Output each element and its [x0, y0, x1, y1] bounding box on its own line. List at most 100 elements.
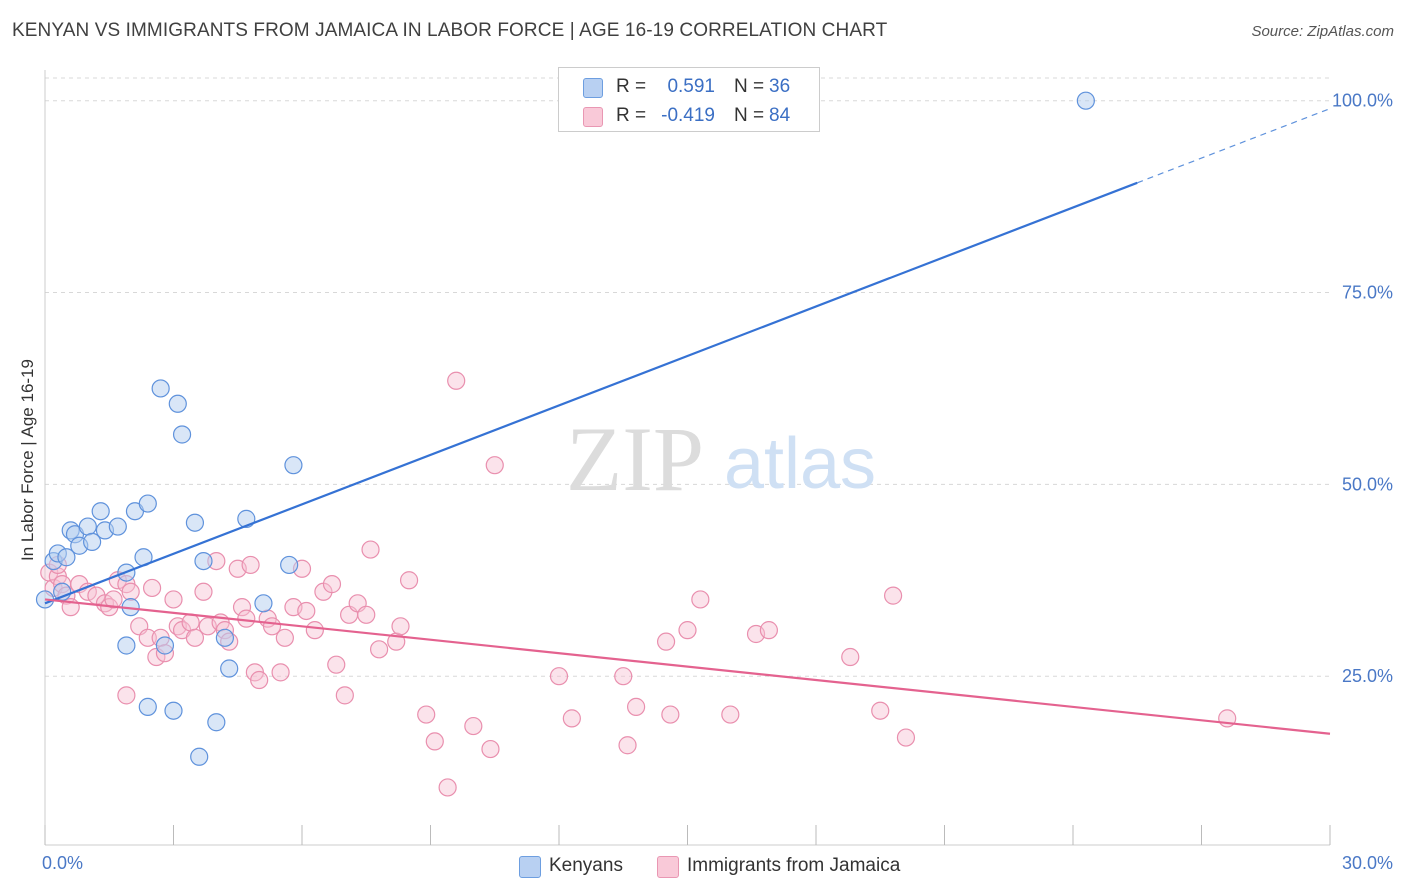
jamaica-point — [618, 736, 637, 755]
kenyans-point — [215, 628, 234, 647]
jamaica-point — [391, 617, 410, 636]
y-tick-label: 50.0% — [1342, 474, 1393, 494]
jamaica-point — [327, 655, 346, 674]
legend-swatch-jamaica — [583, 107, 603, 127]
jamaica-point — [425, 732, 444, 751]
kenyans-point — [138, 494, 157, 513]
jamaica-point — [464, 716, 483, 736]
jamaica-point — [759, 621, 778, 640]
y-tick-label: 25.0% — [1342, 666, 1393, 686]
kenyans-point — [254, 594, 273, 613]
jamaica-point — [871, 701, 890, 720]
watermark: ZIP atlas — [566, 408, 876, 510]
jamaica-point — [626, 697, 646, 716]
jamaica-point — [485, 456, 504, 475]
legend-n-label: N = — [734, 105, 765, 126]
kenyans-point — [108, 517, 127, 536]
jamaica-trend-line — [44, 598, 1331, 735]
jamaica-point — [297, 601, 316, 621]
jamaica-point — [481, 739, 500, 759]
jamaica-point — [417, 705, 436, 724]
kenyans-point — [83, 532, 102, 552]
jamaica-point — [164, 590, 183, 609]
jamaica-point — [117, 686, 136, 705]
jamaica-point — [447, 371, 466, 390]
kenyans-point — [155, 636, 175, 655]
kenyans-point — [57, 548, 76, 567]
chart-title: KENYAN VS IMMIGRANTS FROM JAMAICA IN LAB… — [12, 20, 888, 41]
kenyans-point — [220, 659, 239, 678]
legend-n-value: 84 — [769, 105, 791, 126]
legend-r-label: R = — [616, 76, 647, 97]
jamaica-point — [841, 647, 860, 667]
jamaica-point — [883, 586, 903, 605]
source-label: Source: ZipAtlas.com — [1251, 23, 1394, 40]
jamaica-point — [241, 555, 260, 575]
kenyans-point — [168, 394, 187, 413]
jamaica-point — [438, 778, 457, 797]
kenyans-point — [194, 551, 213, 571]
kenyans-point — [172, 425, 192, 444]
jamaica-point — [121, 582, 140, 601]
kenyans-point — [207, 713, 226, 732]
series-legend: Kenyans Immigrants from Jamaica — [0, 851, 1406, 881]
jamaica-point — [232, 598, 252, 617]
kenyans-point — [190, 747, 209, 766]
jamaica-point — [357, 605, 376, 624]
jamaica-point — [275, 628, 294, 647]
legend-r-value: 0.591 — [667, 76, 715, 97]
x-tick-label: 30.0% — [1342, 853, 1393, 873]
jamaica-point — [322, 575, 342, 594]
correlation-legend: R = 0.591 N = 36 R = -0.419 N = 84 — [558, 67, 820, 132]
legend-label-jamaica: Immigrants from Jamaica — [687, 855, 901, 876]
jamaica-point — [549, 667, 569, 686]
kenyans-point — [164, 701, 183, 720]
kenyans-point — [284, 456, 303, 475]
jamaica-point — [138, 628, 157, 647]
legend-row-jamaica: R = -0.419 N = 84 — [559, 101, 819, 131]
jamaica-point — [185, 628, 205, 647]
jamaica-point — [250, 670, 269, 690]
jamaica-point — [361, 540, 380, 559]
jamaica-point — [335, 686, 354, 705]
kenyans-point — [280, 555, 299, 575]
jamaica-point — [661, 705, 680, 724]
jamaica-point — [370, 640, 389, 659]
legend-swatch-jamaica — [657, 856, 679, 878]
jamaica-point — [194, 582, 213, 601]
jamaica-point — [614, 667, 633, 686]
series-kenyans-points — [35, 91, 1095, 766]
jamaica-point — [142, 578, 162, 598]
jamaica-point — [271, 663, 290, 682]
kenyans-point — [1076, 91, 1095, 110]
y-tick-label: 75.0% — [1342, 283, 1393, 303]
kenyans-point — [138, 697, 157, 716]
legend-r-label: R = — [616, 105, 647, 126]
kenyans-trend-extension — [1137, 108, 1331, 184]
jamaica-point — [678, 621, 697, 640]
kenyans-trend-line — [44, 181, 1138, 605]
kenyans-point — [78, 517, 97, 536]
jamaica-point — [721, 705, 740, 724]
jamaica-point — [181, 613, 200, 632]
legend-row-kenyans: R = 0.591 N = 36 — [559, 72, 819, 102]
jamaica-point — [691, 590, 710, 609]
legend-r-value: -0.419 — [661, 105, 715, 126]
kenyans-point — [185, 513, 205, 532]
grid — [45, 77, 1330, 677]
trend-lines — [44, 108, 1331, 735]
legend-swatch-kenyans — [583, 78, 603, 98]
tick-labels: 25.0% 50.0% 75.0% 100.0% 0.0% 30.0% — [42, 91, 1393, 873]
legend-label-kenyans: Kenyans — [549, 855, 623, 876]
legend-n-label: N = — [734, 76, 765, 97]
kenyans-point — [91, 502, 110, 521]
jamaica-point — [237, 609, 256, 628]
axes — [44, 70, 1331, 846]
watermark-atlas: atlas — [724, 424, 876, 504]
kenyans-point — [151, 379, 170, 398]
legend-swatch-kenyans — [519, 856, 541, 878]
jamaica-point — [399, 571, 419, 590]
y-tick-label: 100.0% — [1332, 91, 1393, 111]
watermark-zip: ZIP — [566, 408, 704, 510]
